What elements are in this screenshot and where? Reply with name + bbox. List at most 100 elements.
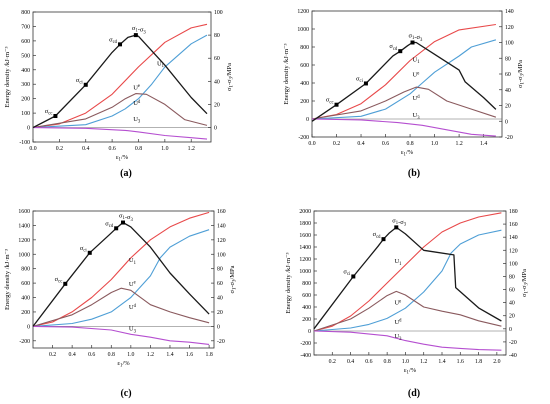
- energy-curve-label: Ud: [413, 95, 421, 102]
- y2-tick-label: -40: [509, 353, 517, 359]
- y-tick-label: 0: [27, 126, 30, 132]
- y2-tick-label: 0: [505, 119, 508, 125]
- series-stress-line: [32, 221, 210, 327]
- x-tick-label: 0.0: [29, 146, 36, 152]
- y-tick-label: 600: [300, 63, 309, 69]
- series-Ue-line: [32, 229, 210, 327]
- y2-axis-label: σ1-σ3/MPa: [517, 60, 526, 88]
- panel-label: (c): [120, 388, 131, 399]
- series-U3-line: [313, 330, 502, 351]
- y-tick-label: 800: [21, 10, 30, 16]
- y2-tick-label: 60: [505, 72, 511, 78]
- y-tick-label: -400: [300, 353, 311, 359]
- series-stress-line: [311, 41, 497, 122]
- energy-curve-label: Ud: [133, 100, 141, 107]
- y-tick-label: 1600: [18, 209, 30, 215]
- y-tick-label: 400: [300, 81, 309, 87]
- y2-tick-label: 40: [509, 301, 515, 307]
- energy-curve-label: U3: [129, 326, 137, 335]
- y-tick-label: 1000: [18, 252, 30, 258]
- y2-tick-label: 120: [217, 238, 226, 244]
- panel-d: 0.2 0.4 0.6 0.8 1.0 1.2 1.4 1.6 1.8 2.0-400-20002…: [285, 209, 530, 399]
- y-tick-label: 1600: [299, 233, 311, 239]
- plot-frame: [313, 210, 507, 356]
- y-axis-label: Energy density /kJ·m⁻³: [285, 253, 292, 314]
- y2-tick-label: -20: [509, 340, 517, 346]
- x-tick-label: 1.4: [438, 359, 445, 365]
- y2-tick-label: 80: [509, 274, 515, 280]
- x-tick-label: 1.2: [188, 146, 195, 152]
- plot-frame: [311, 10, 503, 138]
- series-U1-line: [313, 212, 502, 332]
- x-tick-label: 0.0: [308, 141, 315, 147]
- y2-tick-label: 20: [214, 102, 220, 108]
- series-U1-line: [311, 23, 496, 120]
- stress-point-label: σci: [356, 75, 364, 84]
- panel-label: (a): [120, 168, 132, 179]
- y2-tick-label: 20: [217, 310, 223, 316]
- y2-tick-label: -20: [505, 135, 513, 141]
- x-tick-label: 0.8: [135, 146, 142, 152]
- series-U3-line: [311, 118, 496, 137]
- stress-point-label: σci: [76, 77, 84, 86]
- energy-curve-label: Ud: [129, 304, 137, 311]
- series-U3-line: [32, 127, 208, 140]
- y-tick-label: 1000: [299, 269, 311, 275]
- energy-curve-label: Ue: [129, 281, 136, 288]
- y2-tick-label: 0: [217, 324, 220, 330]
- x-tick-label: 0.6: [108, 146, 115, 152]
- series-stress-line: [313, 226, 502, 330]
- y2-tick-label: 120: [509, 248, 518, 254]
- y2-tick-label: 160: [217, 209, 226, 215]
- y-tick-label: 1800: [299, 221, 311, 227]
- x-tick-label: 1.4: [166, 352, 173, 358]
- x-tick-label: 0.2: [49, 352, 56, 358]
- stress-point-marker: [381, 237, 386, 242]
- y-axis-label: Energy density /kJ·m⁻³: [4, 249, 11, 310]
- y-tick-label: 200: [21, 310, 30, 316]
- y-tick-label: -200: [19, 339, 30, 345]
- stress-point-marker: [53, 114, 58, 118]
- y2-tick-label: 80: [214, 33, 220, 39]
- x-axis-label: ε1/%: [404, 367, 417, 376]
- y-tick-label: 2000: [299, 209, 311, 215]
- x-tick-label: 1.6: [186, 352, 193, 358]
- y-tick-label: 400: [21, 296, 30, 302]
- x-tick-label: 0.4: [357, 141, 364, 147]
- x-tick-label: 0.4: [69, 352, 76, 358]
- y2-tick-label: 0: [509, 327, 512, 333]
- y2-tick-label: 40: [217, 296, 223, 302]
- series-Ud-line: [313, 290, 502, 332]
- y-tick-label: -200: [298, 135, 309, 141]
- energy-curve-label: U3: [133, 116, 141, 125]
- stress-point-label: σcc: [45, 108, 53, 117]
- energy-curve-label: U1: [413, 56, 421, 65]
- energy-curve-label: Ud: [394, 319, 402, 326]
- stress-point-marker: [363, 81, 368, 86]
- y-tick-label: 1400: [18, 223, 30, 229]
- stress-point-marker: [133, 33, 138, 38]
- y2-tick-label: 60: [217, 281, 223, 287]
- y2-tick-label: -20: [217, 339, 225, 345]
- y-tick-label: 600: [21, 39, 30, 45]
- series-Ud-line: [32, 287, 210, 327]
- y2-tick-label: 140: [505, 9, 514, 15]
- y-axis-label: Energy density /kJ·m⁻³: [4, 47, 11, 108]
- series-Ue-line: [32, 34, 208, 129]
- x-tick-label: 1.0: [127, 352, 134, 358]
- stress-point-marker: [83, 82, 88, 87]
- x-tick-label: 1.4: [480, 141, 487, 147]
- y-tick-label: 100: [21, 111, 30, 117]
- energy-curve-label: U1: [157, 60, 165, 69]
- panel-label: (d): [408, 388, 420, 399]
- stress-point-label: σcc: [55, 276, 63, 285]
- stress-point-label: σ1-σ3: [119, 213, 134, 223]
- y-tick-label: 600: [21, 281, 30, 287]
- y-tick-label: -200: [300, 341, 311, 347]
- stress-point-marker: [351, 274, 356, 279]
- y-tick-label: 0: [308, 329, 311, 335]
- y2-tick-label: 80: [217, 267, 223, 273]
- y-tick-label: 0: [306, 117, 309, 123]
- y2-tick-label: 140: [217, 223, 226, 229]
- x-tick-label: 0.8: [108, 352, 115, 358]
